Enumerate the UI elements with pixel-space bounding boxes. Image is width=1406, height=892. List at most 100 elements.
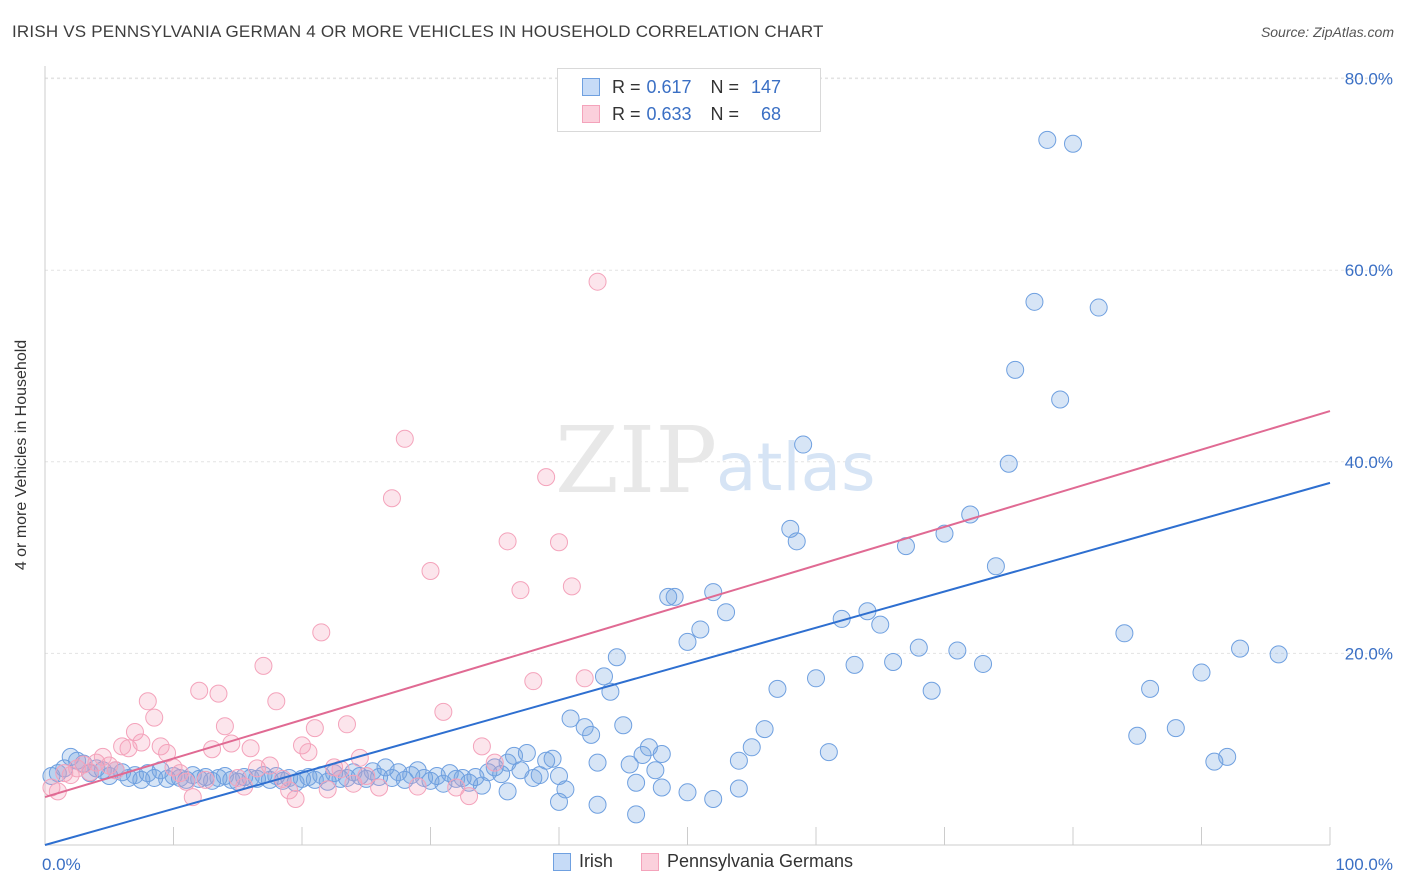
- legend-item-irish[interactable]: Irish: [552, 851, 613, 872]
- point-pa-german[interactable]: [312, 623, 331, 642]
- point-irish[interactable]: [543, 749, 562, 768]
- point-irish[interactable]: [1128, 726, 1147, 745]
- point-irish[interactable]: [1192, 663, 1211, 682]
- point-irish[interactable]: [659, 587, 678, 606]
- point-irish[interactable]: [729, 751, 748, 770]
- point-irish[interactable]: [1231, 639, 1250, 658]
- point-pa-german[interactable]: [485, 753, 504, 772]
- point-pa-german[interactable]: [299, 743, 318, 762]
- point-irish[interactable]: [807, 669, 825, 688]
- legend-item-pa-german[interactable]: Pennsylvania Germans: [640, 851, 853, 872]
- point-irish[interactable]: [909, 638, 928, 657]
- point-pa-german[interactable]: [498, 532, 517, 551]
- point-pa-german[interactable]: [80, 763, 99, 782]
- point-irish[interactable]: [614, 716, 633, 735]
- point-irish[interactable]: [633, 745, 652, 764]
- point-irish[interactable]: [678, 632, 697, 651]
- point-pa-german[interactable]: [151, 737, 170, 756]
- point-pa-german[interactable]: [132, 733, 151, 752]
- point-irish[interactable]: [1089, 298, 1108, 317]
- point-pa-german[interactable]: [370, 778, 389, 797]
- point-irish[interactable]: [498, 782, 517, 801]
- point-irish[interactable]: [1064, 134, 1082, 153]
- point-pa-german[interactable]: [357, 767, 376, 786]
- point-irish[interactable]: [678, 783, 697, 802]
- point-irish[interactable]: [729, 779, 748, 798]
- point-irish[interactable]: [646, 761, 665, 780]
- point-pa-german[interactable]: [138, 692, 157, 711]
- point-pa-german[interactable]: [382, 489, 401, 508]
- point-irish[interactable]: [999, 454, 1018, 473]
- point-irish[interactable]: [1218, 747, 1237, 766]
- point-irish[interactable]: [948, 641, 967, 660]
- point-irish[interactable]: [594, 667, 613, 686]
- point-pa-german[interactable]: [421, 562, 440, 581]
- point-pa-german[interactable]: [267, 692, 286, 711]
- point-irish[interactable]: [742, 738, 761, 757]
- point-irish[interactable]: [691, 620, 710, 639]
- point-irish[interactable]: [755, 720, 774, 739]
- point-irish[interactable]: [575, 718, 594, 737]
- point-irish[interactable]: [1006, 360, 1025, 379]
- point-irish[interactable]: [768, 679, 787, 698]
- point-irish[interactable]: [1141, 679, 1160, 698]
- point-irish[interactable]: [1269, 645, 1288, 664]
- point-irish[interactable]: [1115, 624, 1134, 643]
- point-irish[interactable]: [986, 557, 1005, 576]
- point-irish[interactable]: [652, 778, 671, 797]
- point-pa-german[interactable]: [177, 772, 196, 791]
- point-irish[interactable]: [588, 795, 607, 814]
- point-pa-german[interactable]: [511, 581, 530, 600]
- point-irish[interactable]: [492, 765, 511, 784]
- point-irish[interactable]: [561, 709, 580, 728]
- point-irish[interactable]: [794, 435, 813, 454]
- point-pa-german[interactable]: [113, 737, 132, 756]
- point-irish[interactable]: [1025, 292, 1044, 311]
- point-pa-german[interactable]: [61, 766, 80, 785]
- point-pa-german[interactable]: [254, 656, 273, 675]
- point-irish[interactable]: [871, 615, 890, 634]
- point-irish[interactable]: [935, 524, 954, 543]
- point-pa-german[interactable]: [588, 272, 607, 291]
- point-irish[interactable]: [550, 792, 568, 811]
- point-irish[interactable]: [145, 768, 164, 787]
- point-pa-german[interactable]: [145, 708, 164, 727]
- point-irish[interactable]: [819, 743, 838, 762]
- point-pa-german[interactable]: [241, 739, 260, 758]
- point-pa-german[interactable]: [318, 780, 337, 799]
- point-pa-german[interactable]: [286, 790, 305, 809]
- point-pa-german[interactable]: [524, 672, 543, 691]
- point-pa-german[interactable]: [293, 736, 311, 755]
- point-irish[interactable]: [588, 753, 607, 772]
- point-pa-german[interactable]: [215, 717, 234, 736]
- point-irish[interactable]: [922, 681, 941, 700]
- point-irish[interactable]: [1038, 130, 1057, 149]
- point-pa-german[interactable]: [434, 702, 453, 721]
- point-pa-german[interactable]: [408, 777, 427, 796]
- point-irish[interactable]: [517, 744, 536, 763]
- point-pa-german[interactable]: [562, 577, 581, 596]
- point-irish[interactable]: [845, 655, 864, 674]
- point-pa-german[interactable]: [305, 719, 324, 738]
- point-irish[interactable]: [704, 790, 723, 809]
- point-irish[interactable]: [627, 805, 646, 824]
- point-pa-german[interactable]: [550, 533, 568, 552]
- point-pa-german[interactable]: [209, 684, 228, 703]
- point-irish[interactable]: [627, 773, 646, 792]
- point-irish[interactable]: [787, 532, 806, 551]
- point-irish[interactable]: [537, 751, 556, 770]
- point-pa-german[interactable]: [196, 770, 215, 789]
- point-irish[interactable]: [1166, 719, 1185, 738]
- point-irish[interactable]: [620, 755, 639, 774]
- point-irish[interactable]: [1051, 390, 1070, 409]
- point-irish[interactable]: [408, 761, 427, 780]
- point-irish[interactable]: [665, 587, 684, 606]
- point-irish[interactable]: [884, 653, 903, 672]
- point-irish[interactable]: [582, 725, 601, 744]
- point-pa-german[interactable]: [460, 787, 479, 806]
- point-irish[interactable]: [607, 648, 626, 667]
- point-pa-german[interactable]: [260, 756, 279, 775]
- point-pa-german[interactable]: [395, 429, 414, 448]
- point-pa-german[interactable]: [337, 715, 356, 734]
- point-irish[interactable]: [717, 603, 736, 622]
